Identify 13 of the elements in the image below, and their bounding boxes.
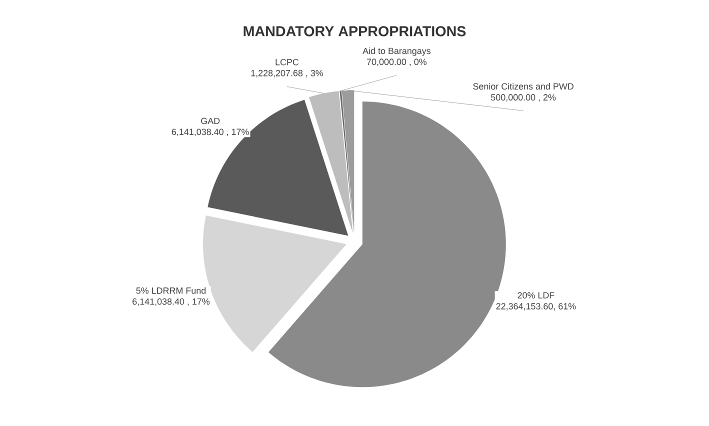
data-label: 70,000.00 , 0%	[367, 58, 427, 66]
slice-label: Aid to Barangays	[362, 47, 431, 56]
data-label: 500,000.00 , 2%	[491, 94, 556, 102]
slice-label: LCPC	[276, 58, 299, 66]
slice-label: GAD	[201, 118, 220, 124]
slice-label: 5% LDRRM Fund	[136, 287, 206, 294]
data-label: 6,141,038.40 , 17%	[132, 298, 210, 306]
chart-title: MANDATORY APPROPRIATIONS	[244, 26, 466, 36]
data-label: 6,141,038.40 , 17%	[172, 128, 249, 136]
data-label: 22,364,153.60, 61%	[496, 303, 576, 310]
slice-label: Senior Citizens and PWD	[473, 82, 574, 90]
data-label: 1,228,207.68 , 3%	[251, 70, 324, 78]
slice-label: 20% LDF	[518, 292, 554, 298]
